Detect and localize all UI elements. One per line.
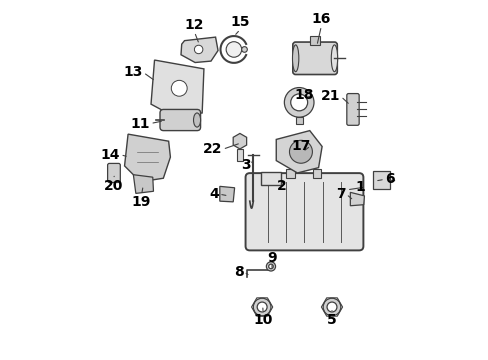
Polygon shape	[219, 186, 234, 202]
Circle shape	[326, 302, 336, 312]
FancyBboxPatch shape	[346, 94, 358, 125]
Polygon shape	[133, 175, 153, 193]
Bar	[237, 149, 242, 161]
Text: 18: 18	[294, 87, 314, 102]
Text: 5: 5	[326, 313, 336, 327]
Text: 6: 6	[384, 172, 394, 186]
Circle shape	[266, 262, 275, 271]
Polygon shape	[309, 36, 320, 45]
Text: 3: 3	[241, 158, 250, 172]
Text: 12: 12	[184, 18, 203, 32]
Bar	[312, 168, 321, 178]
Text: 1: 1	[355, 180, 365, 194]
Polygon shape	[181, 37, 218, 63]
Text: 11: 11	[130, 117, 150, 131]
Text: 14: 14	[101, 148, 120, 162]
Circle shape	[323, 298, 340, 316]
Text: 2: 2	[276, 179, 285, 193]
Text: 17: 17	[291, 139, 310, 153]
Polygon shape	[124, 134, 170, 182]
Text: 21: 21	[321, 89, 340, 103]
Bar	[285, 168, 294, 178]
FancyBboxPatch shape	[292, 42, 337, 75]
Circle shape	[284, 87, 313, 117]
Circle shape	[253, 298, 270, 316]
Text: 22: 22	[203, 142, 222, 156]
Text: 4: 4	[209, 187, 219, 201]
Text: 16: 16	[311, 12, 330, 26]
Bar	[372, 171, 389, 189]
Text: 7: 7	[336, 187, 346, 201]
Ellipse shape	[193, 113, 200, 127]
FancyBboxPatch shape	[245, 173, 363, 251]
Text: 8: 8	[234, 265, 244, 279]
Text: 19: 19	[132, 195, 151, 209]
Ellipse shape	[171, 80, 187, 96]
Ellipse shape	[289, 140, 312, 163]
Circle shape	[241, 47, 247, 52]
Circle shape	[225, 42, 241, 57]
Text: 9: 9	[266, 251, 276, 265]
FancyBboxPatch shape	[107, 163, 120, 183]
FancyBboxPatch shape	[160, 109, 200, 131]
Circle shape	[290, 94, 307, 111]
Circle shape	[257, 302, 266, 312]
Polygon shape	[276, 131, 322, 173]
Circle shape	[194, 45, 203, 54]
Circle shape	[268, 264, 273, 269]
Ellipse shape	[330, 45, 337, 72]
Text: 13: 13	[123, 66, 143, 80]
Bar	[261, 171, 280, 185]
Text: 15: 15	[230, 15, 249, 30]
Polygon shape	[349, 192, 364, 206]
Polygon shape	[295, 117, 302, 124]
Polygon shape	[151, 60, 203, 117]
Text: 20: 20	[103, 179, 122, 193]
Text: 10: 10	[253, 313, 272, 327]
Ellipse shape	[292, 45, 298, 72]
